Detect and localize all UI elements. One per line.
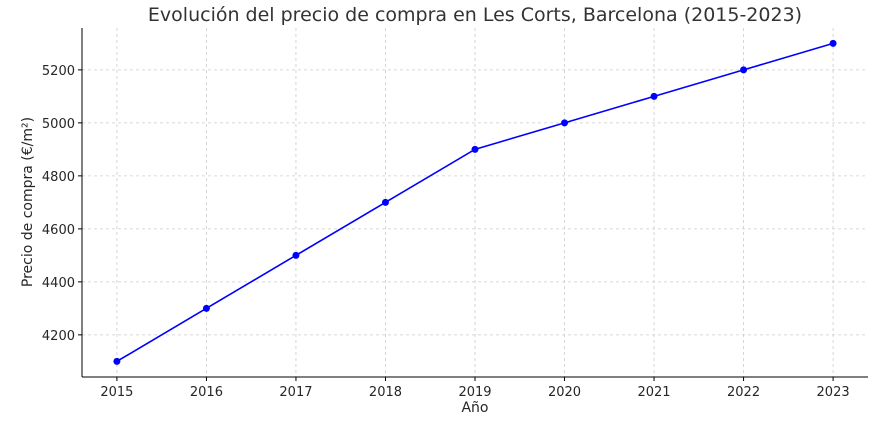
- data-point: [381, 198, 389, 206]
- x-tick-label: 2021: [637, 385, 670, 400]
- x-tick-label: 2019: [458, 385, 491, 400]
- x-tick-label: 2018: [369, 385, 402, 400]
- x-tick-label: 2022: [727, 385, 760, 400]
- y-tick-label: 4600: [42, 223, 75, 238]
- y-axis: 4200 4400 4600 4800 5000 5200: [42, 64, 82, 344]
- y-tick-label: 4800: [42, 170, 75, 185]
- data-point: [740, 66, 748, 74]
- data-point: [113, 357, 121, 365]
- x-tick-label: 2020: [548, 385, 581, 400]
- y-tick-label: 4200: [42, 329, 75, 344]
- data-point: [650, 92, 658, 100]
- y-axis-label: Precio de compra (€/m²): [20, 117, 36, 287]
- y-tick-label: 4400: [42, 276, 75, 291]
- chart-title: Evolución del precio de compra en Les Co…: [148, 4, 802, 26]
- x-tick-label: 2023: [817, 385, 850, 400]
- x-axis: 2015 2016 2017 2018 2019 2020 2021 2022 2023: [100, 377, 850, 400]
- x-tick-label: 2015: [100, 385, 133, 400]
- x-axis-label: Año: [461, 400, 488, 416]
- x-tick-label: 2016: [190, 385, 223, 400]
- data-point: [202, 304, 210, 312]
- y-tick-label: 5000: [42, 117, 75, 132]
- data-point: [829, 39, 837, 47]
- x-tick-label: 2017: [279, 385, 312, 400]
- y-tick-label: 5200: [42, 64, 75, 79]
- grid: [82, 28, 868, 377]
- data-point: [471, 145, 479, 153]
- data-point: [292, 251, 300, 259]
- data-point: [561, 119, 569, 127]
- series: [113, 39, 837, 365]
